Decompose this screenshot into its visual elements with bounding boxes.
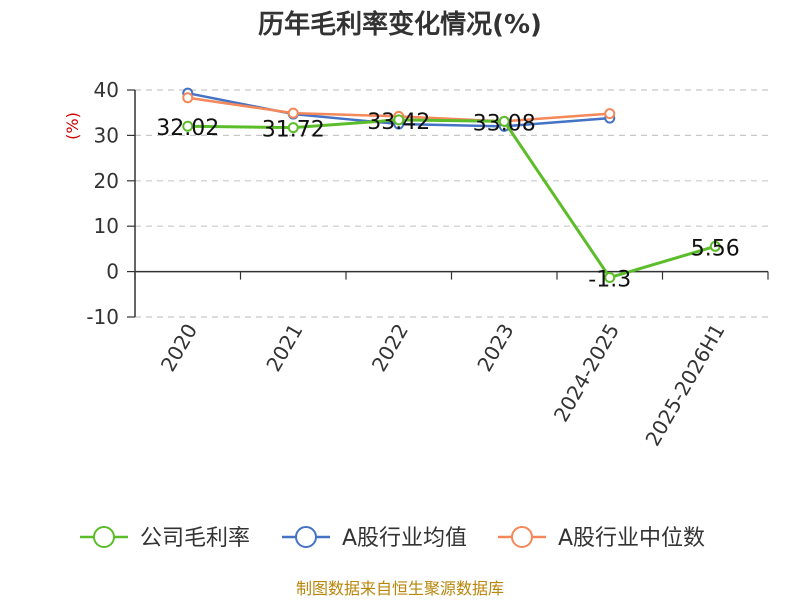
data-label: 31.72: [262, 118, 325, 143]
series-line: [187, 118, 716, 280]
legend-marker: [511, 526, 533, 548]
data-point: [182, 92, 194, 104]
grid-lines: -10 0 10 20 30 40: [86, 78, 768, 329]
x-tick-label: 2023: [472, 320, 518, 376]
y-tick-label: 0: [106, 260, 119, 284]
data-labels: 32.02 31.72 33.42 33.08 -1.3 5.56: [156, 110, 739, 293]
data-point: [498, 115, 510, 127]
data-label: 33.08: [473, 111, 536, 136]
data-label: 33.42: [367, 110, 430, 135]
y-tick-label: 20: [94, 169, 119, 193]
data-label: 32.02: [156, 116, 219, 141]
data-point: [604, 272, 616, 284]
legend: 公司毛利率 A股行业均值 A股行业中位数: [80, 526, 705, 551]
data-label: 5.56: [691, 236, 740, 261]
x-tick-label: 2021: [261, 320, 307, 376]
data-label: -1.3: [588, 268, 631, 293]
series-lines: [182, 87, 721, 284]
y-tick-label: -10: [86, 305, 119, 329]
y-tick-label: 40: [94, 78, 119, 102]
data-point: [393, 114, 405, 126]
legend-marker: [93, 526, 115, 548]
y-tick-label: 10: [94, 214, 119, 238]
data-point: [604, 108, 616, 120]
y-axis-label: (%): [63, 112, 82, 140]
data-point: [287, 107, 299, 119]
x-tick-label: 2020: [156, 320, 202, 376]
x-tick-label: 2022: [367, 320, 413, 376]
axes: 2020 2021 2022 2023 2024-2025 2025-2026H1: [134, 90, 769, 450]
data-point: [287, 122, 299, 134]
legend-label: 公司毛利率: [140, 526, 250, 551]
source-note: 制图数据来自恒生聚源数据库: [296, 579, 504, 598]
legend-label: A股行业均值: [342, 526, 467, 551]
data-point: [182, 120, 194, 132]
x-tick-label: 2025-2026H1: [640, 320, 729, 450]
y-tick-label: 30: [94, 123, 119, 147]
legend-label: A股行业中位数: [558, 526, 705, 551]
x-tick-label: 2024-2025: [549, 320, 624, 426]
data-point: [709, 240, 721, 252]
chart-title: 历年毛利率变化情况(%): [258, 9, 542, 40]
legend-marker: [295, 526, 317, 548]
